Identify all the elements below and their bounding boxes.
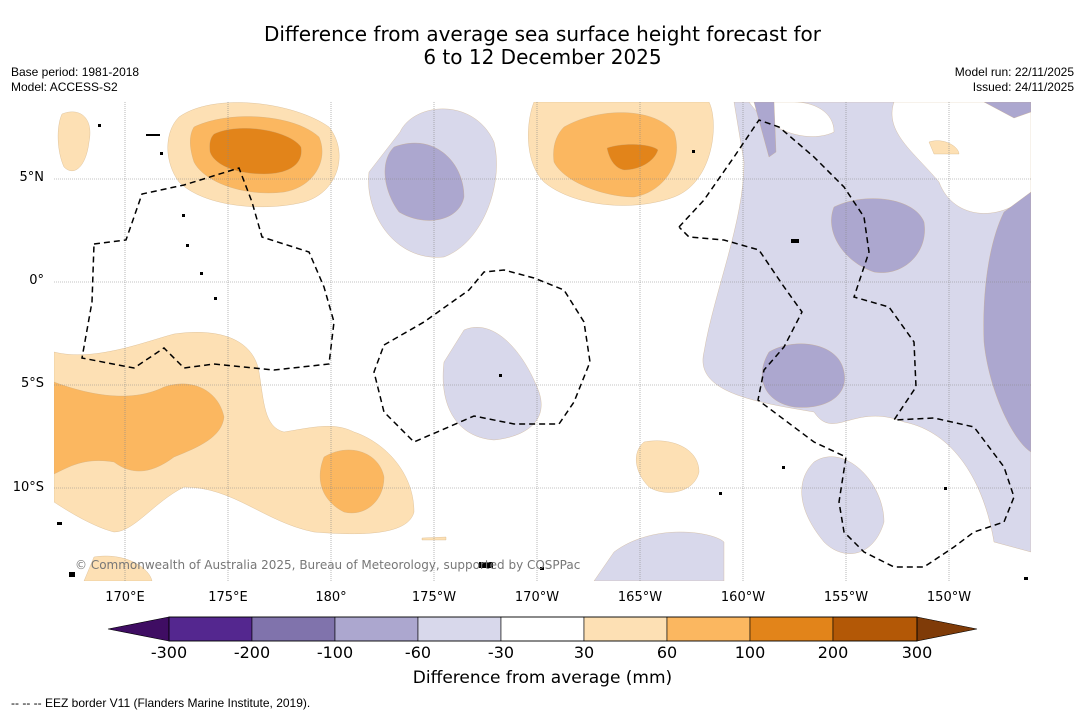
anomaly-pos-mid: [54, 112, 677, 514]
colorbar-extend-high: [916, 616, 978, 642]
lon-label: 165°W: [617, 590, 663, 605]
colorbar-tick: 60: [656, 643, 678, 662]
colorbar-segment: [168, 616, 253, 642]
island: [160, 152, 163, 155]
chart-title-line2: 6 to 12 December 2025: [423, 45, 662, 69]
lon-label: 175°W: [411, 590, 457, 605]
colorbar-tick: 100: [734, 643, 766, 662]
island: [98, 124, 101, 127]
colorbar-segment: [500, 616, 585, 642]
map-panel: © Commonwealth of Australia 2025, Bureau…: [54, 102, 1031, 581]
island: [540, 567, 544, 570]
lat-label: 0°: [29, 273, 44, 288]
colorbar-tick: 200: [817, 643, 849, 662]
copyright-credit: © Commonwealth of Australia 2025, Bureau…: [75, 558, 581, 572]
lon-label: 155°W: [823, 590, 869, 605]
region-neg-mid: [831, 198, 925, 273]
colorbar-label: Difference from average (mm): [412, 668, 673, 688]
colorbar-tick: -30: [487, 643, 515, 662]
lat-label: 5°S: [20, 376, 44, 391]
issued-date: Issued: 24/11/2025: [972, 80, 1074, 94]
region-neg-light: [801, 456, 885, 554]
colorbar-segment: [832, 616, 918, 642]
island: [69, 572, 75, 577]
region-neg-mid: [384, 142, 465, 221]
colorbar-extend-low: [107, 616, 170, 642]
lon-label: 150°W: [926, 590, 972, 605]
colorbar-segment: [583, 616, 668, 642]
colorbar-outline: [168, 616, 918, 642]
base-period: Base period: 1981-2018: [11, 65, 140, 79]
region-neg-mid: [753, 102, 777, 158]
model-name: Model: ACCESS-S2: [11, 80, 118, 94]
colorbar-tick: -300: [150, 643, 188, 662]
meta-right: Model run: 22/11/2025 Issued: 24/11/2025: [955, 65, 1074, 95]
region-pos-mid: [320, 449, 385, 514]
region-pos-high: [209, 128, 302, 175]
island: [186, 244, 189, 247]
colorbar-tick: -100: [316, 643, 354, 662]
island: [57, 522, 62, 525]
island: [214, 297, 217, 300]
region-neg-mid: [983, 102, 1031, 119]
island: [791, 239, 799, 243]
colorbar-tick: -60: [404, 643, 432, 662]
colorbar-segment: [749, 616, 834, 642]
lat-label: 5°N: [19, 170, 45, 185]
lon-label: 170°W: [514, 590, 560, 605]
map-svg: [54, 102, 1031, 581]
region-neg-mid: [983, 191, 1031, 453]
lon-label: 170°E: [105, 590, 145, 605]
island: [692, 150, 695, 153]
region-neg-light: [593, 531, 725, 581]
island: [1024, 577, 1028, 580]
island: [200, 272, 203, 275]
island: [479, 562, 493, 568]
colorbar-tick: -200: [233, 643, 271, 662]
lat-label: 10°S: [12, 480, 44, 495]
island: [146, 134, 160, 136]
eez-borders: [81, 119, 1015, 568]
island: [499, 374, 502, 377]
colorbar-tick: 30: [573, 643, 595, 662]
eez-border: [373, 269, 591, 443]
lon-label: 160°W: [720, 590, 766, 605]
region-pos-high: [606, 144, 659, 171]
eez-legend-note: -- -- -- EEZ border V11 (Flanders Marine…: [11, 696, 311, 710]
lon-label: 180°: [315, 590, 347, 605]
region-neg-mid: [761, 343, 845, 408]
region-pos-light: [83, 555, 153, 581]
region-neg-light: [442, 327, 542, 441]
colorbar-tick: 300: [901, 643, 933, 662]
eez-border: [81, 167, 335, 371]
island: [944, 487, 947, 490]
island: [182, 214, 185, 217]
anomaly-neg-mid: [384, 102, 1031, 453]
region-pos-light: [636, 440, 700, 493]
colorbar-segment: [251, 616, 336, 642]
region-pos-light: [57, 111, 91, 171]
colorbar-segment: [334, 616, 419, 642]
region-pos-light: [928, 140, 960, 155]
island: [719, 492, 722, 495]
colorbar: [107, 616, 978, 642]
lon-label: 175°E: [208, 590, 248, 605]
chart-title-line1: Difference from average sea surface heig…: [263, 22, 822, 46]
model-run: Model run: 22/11/2025: [954, 65, 1074, 79]
colorbar-segment: [417, 616, 502, 642]
islands: [57, 124, 1028, 580]
colorbar-segment: [666, 616, 751, 642]
island: [782, 466, 785, 469]
meta-left: Base period: 1981-2018 Model: ACCESS-S2: [11, 65, 139, 95]
eez-border: [678, 119, 1015, 568]
anomaly-pos-high: [209, 128, 659, 175]
